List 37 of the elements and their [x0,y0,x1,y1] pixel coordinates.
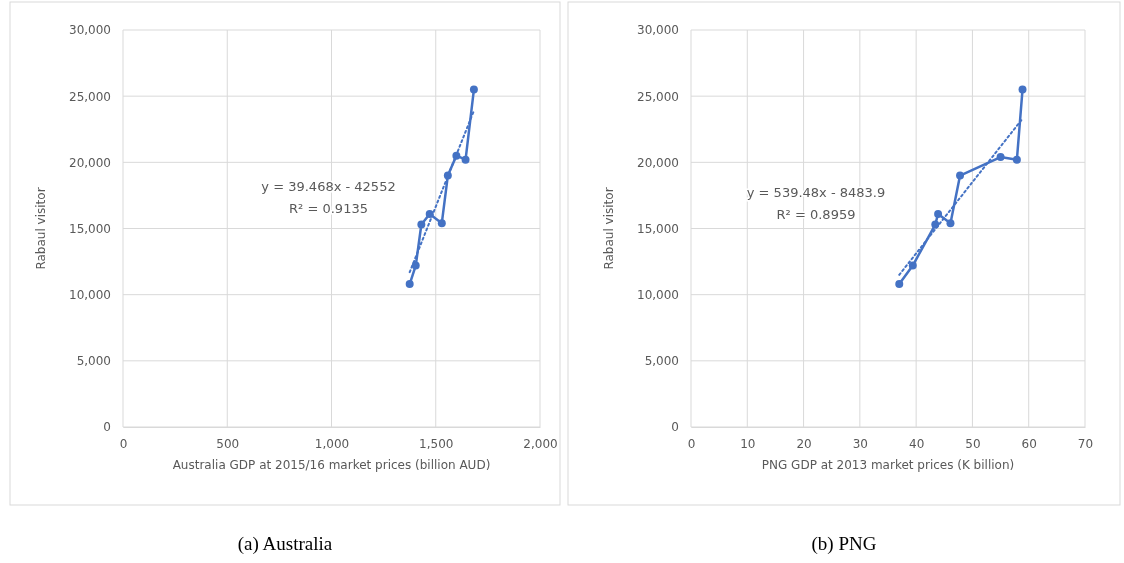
y-tick-label: 0 [103,420,111,435]
x-tick-label: 0 [119,436,128,451]
y-tick-label: 20,000 [637,155,679,170]
y-tick-label: 25,000 [637,89,679,104]
y-tick-label: 30,000 [637,23,679,38]
x-tick-label: 2,000 [523,436,558,451]
y-axis-title: Rabaul visitor [602,187,616,270]
annotation: y = 539.48x - 8483.9 [746,184,886,200]
x-tick-label: 60 [1021,436,1037,451]
y-tick-label: 5,000 [76,354,111,369]
text: (a) Australia [237,533,333,555]
x-tick-label: 40 [909,436,925,451]
x-tick-label: 30 [852,436,868,451]
x-tick-label: 1,000 [314,436,350,451]
y-tick-label: 10,000 [69,288,111,303]
y-tick-label: 30,000 [69,23,111,38]
x-tick-label: 1,500 [419,436,454,451]
x-tick-label: 70 [1077,436,1094,451]
annotation: y = 39.468x - 42552 [261,179,396,195]
x-tick-label: 500 [216,436,240,451]
y-tick-label: 10,000 [637,288,679,303]
y-tick-label: 15,000 [637,221,679,236]
x-tick-label: 0 [687,436,696,451]
x-tick-label: 50 [965,436,981,451]
y-tick-label: 25,000 [69,89,111,104]
y-axis-title: Rabaul visitor [34,187,48,270]
y-tick-label: 0 [671,420,679,435]
y-tick-label: 15,000 [69,221,111,236]
text: (b) PNG [811,533,877,555]
x-tick-label: 10 [740,436,756,451]
annotation: R² = 0.8959 [776,206,856,222]
x-axis-title: PNG GDP at 2013 market prices (K billion) [761,458,1015,472]
x-axis-title: Australia GDP at 2015/16 market prices (billion AUD) [172,458,491,472]
x-tick-label: 20 [796,436,812,451]
annotation: R² = 0.9135 [289,201,368,217]
y-tick-label: 5,000 [644,354,679,369]
y-tick-label: 20,000 [69,155,111,170]
